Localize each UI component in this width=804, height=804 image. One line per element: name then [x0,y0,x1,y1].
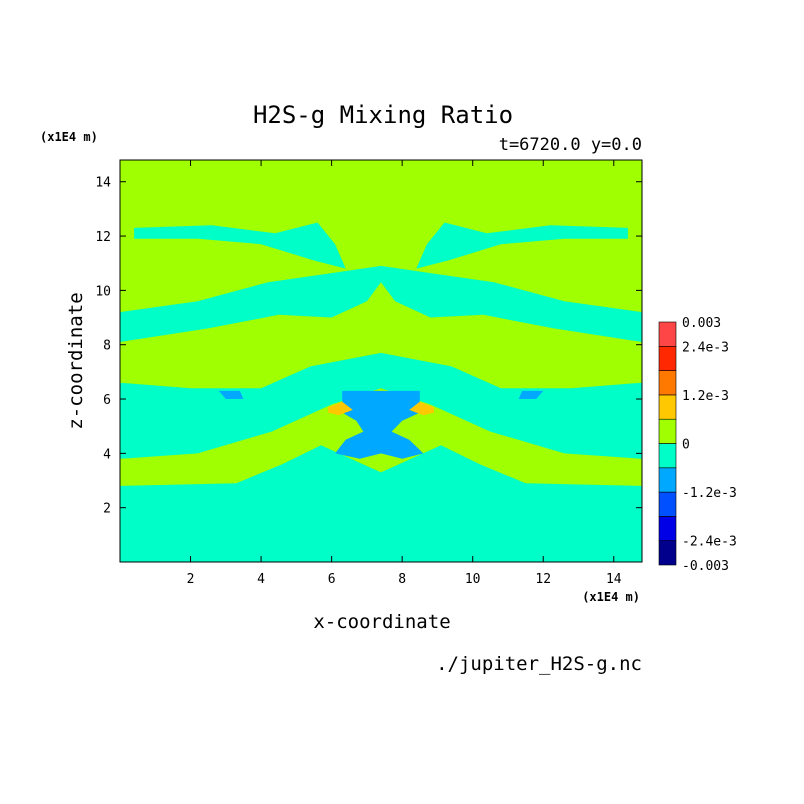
colorbar-label: 0.003 [682,316,721,331]
y-tick-label: 12 [95,230,111,245]
chart-title: H2S-g Mixing Ratio [253,101,513,129]
colorbar-band [658,345,677,371]
x-tick-label: 10 [465,572,481,587]
chart-subtitle: t=6720.0 y=0.0 [499,135,642,155]
colorbar-band [658,418,677,444]
contour-region-5 [335,390,424,459]
x-axis-ticks: 2 4 6 8 10 12 14 [187,160,622,587]
y-axis-label: z-coordinate [65,292,87,429]
contour-region-4 [416,222,628,269]
colorbar-band [658,516,677,542]
contour-region-7 [518,390,544,399]
contour-region-8 [328,401,353,416]
y-tick-label: 4 [103,447,111,462]
plot-frame [119,159,643,563]
contour-region-2 [120,265,642,342]
contour-region-0 [120,445,642,562]
x-tick-label: 8 [398,572,406,587]
contour-region-6 [218,390,244,399]
colorbar-label: 1.2e-3 [682,389,729,404]
colorbar-label: -2.4e-3 [682,535,737,550]
colorbar-band [658,491,677,517]
colorbar-band [658,540,677,566]
colorbar-label: 0 [682,438,690,453]
contour-region-3 [134,222,346,269]
y-axis-unit: (x1E4 m) [40,130,98,144]
x-tick-label: 4 [257,572,265,587]
colorbar: 0.003 2.4e-3 1.2e-3 0 -1.2e-3 -2.4e-3 -0.003 [658,316,737,574]
x-tick-label: 14 [606,572,622,587]
x-tick-label: 6 [328,572,336,587]
colorbar-band [658,467,677,493]
x-tick-label: 2 [187,572,195,587]
contour-region-1 [120,352,642,459]
y-tick-label: 10 [95,284,111,299]
y-tick-label: 14 [95,176,111,191]
source-file-label: ./jupiter_H2S-g.nc [436,653,642,675]
x-tick-label: 12 [535,572,551,587]
contour-regions [120,222,642,562]
colorbar-label: -1.2e-3 [682,486,737,501]
colorbar-band [658,370,677,396]
x-axis-label: x-coordinate [313,611,450,633]
y-tick-label: 8 [103,339,111,354]
y-tick-label: 6 [103,393,111,408]
contour-region-9 [409,401,434,416]
colorbar-band [658,443,677,469]
colorbar-label: 2.4e-3 [682,340,729,355]
y-axis-ticks: 2 4 6 8 10 12 14 [95,176,642,517]
colorbar-band [658,321,677,347]
colorbar-label: -0.003 [682,559,729,574]
y-tick-label: 2 [103,502,111,517]
x-axis-unit: (x1E4 m) [582,590,640,604]
colorbar-band [658,394,677,420]
